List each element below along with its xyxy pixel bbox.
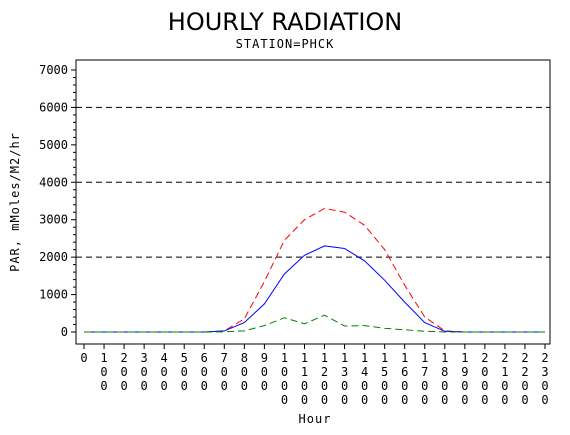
y-tick-label: 7000 [39, 63, 68, 77]
y-tick-label: 4000 [39, 175, 68, 189]
y-tick-label: 5000 [39, 138, 68, 152]
x-axis-label: Hour [299, 412, 332, 426]
y-tick-label: 6000 [39, 100, 68, 114]
series-group [84, 207, 545, 333]
series-line-3 [84, 314, 545, 333]
plot-frame [75, 59, 551, 345]
series-line-1 [84, 207, 545, 333]
x-tick-label: 0 [80, 351, 87, 365]
reference-lines [76, 106, 550, 258]
y-tick-label: 2000 [39, 250, 68, 264]
chart-subtitle: STATION=PHCK [236, 37, 335, 51]
y-tick-label: 3000 [39, 213, 68, 227]
chart-title: HOURLY RADIATION [168, 8, 402, 36]
x-axis: 0 1 0 0 2 0 0 3 0 0 4 0 0 5 0 0 6 0 0 7 0 0 8 0 0 9 0 0 1 0 0 0 1 1 0 0 1 2 0 0… [80, 344, 549, 407]
y-axis: 0 1000 2000 3000 4000 5000 6000 7000 [39, 63, 76, 339]
y-tick-label: 0 [61, 325, 68, 339]
y-axis-label: PAR, mMoles/M2/hr [8, 132, 22, 272]
y-tick-label: 1000 [39, 288, 68, 302]
